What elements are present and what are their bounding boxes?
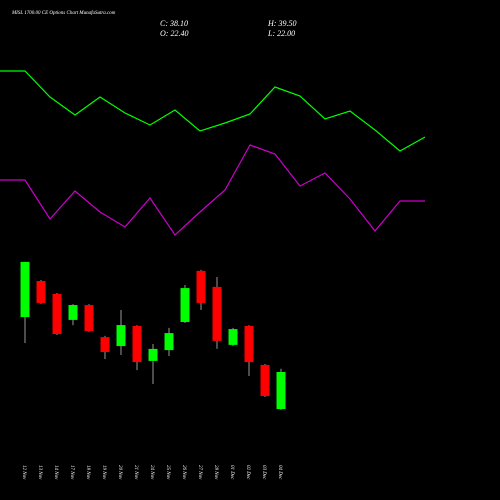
x-tick-label: 04 Dec [277,465,282,480]
candle-body [228,329,238,345]
candle-body [132,326,142,363]
x-tick-label: 12 Nov [21,465,26,480]
x-tick-label: 27 Nov [197,465,202,480]
candle-body [116,325,126,347]
x-tick-label: 14 Nov [53,465,58,480]
x-tick-label: 17 Nov [69,465,74,480]
x-tick-label: 26 Nov [181,465,186,480]
x-tick-label: 28 Nov [213,465,218,480]
candle-body [164,333,174,351]
candle-body [36,280,46,303]
candle-body [20,261,30,318]
candle-body [276,371,286,410]
candle-body [84,305,94,331]
x-tick-label: 13 Nov [37,465,42,480]
open-label: O: 22.40 [160,29,188,38]
close-label: C: 38.10 [160,19,188,28]
indicator-line [0,144,425,236]
candle-body [148,348,158,361]
candle-body [260,364,270,397]
x-tick-label: 03 Dec [261,465,266,480]
x-tick-label: 18 Nov [85,465,90,480]
candle-body [52,293,62,335]
x-tick-label: 02 Dec [245,465,250,480]
x-tick-label: 21 Nov [133,465,138,480]
candle-body [180,288,190,323]
indicator-line [0,70,426,152]
high-label: H: 39.50 [267,19,296,28]
x-tick-label: 19 Nov [101,465,106,480]
x-tick-label: 01 Dec [229,465,234,480]
low-label: L: 22.00 [267,29,295,38]
x-tick-label: 20 Nov [117,465,122,480]
candle-body [100,337,110,352]
x-tick-label: 25 Nov [165,465,170,480]
chart-title: MISL 1700.00 CE Options Chart MunafaSutr… [11,11,116,16]
candle-body [68,305,78,320]
candle-body [196,270,206,303]
x-tick-label: 24 Nov [149,465,154,480]
candle-body [244,326,254,363]
candle-body [212,286,222,341]
